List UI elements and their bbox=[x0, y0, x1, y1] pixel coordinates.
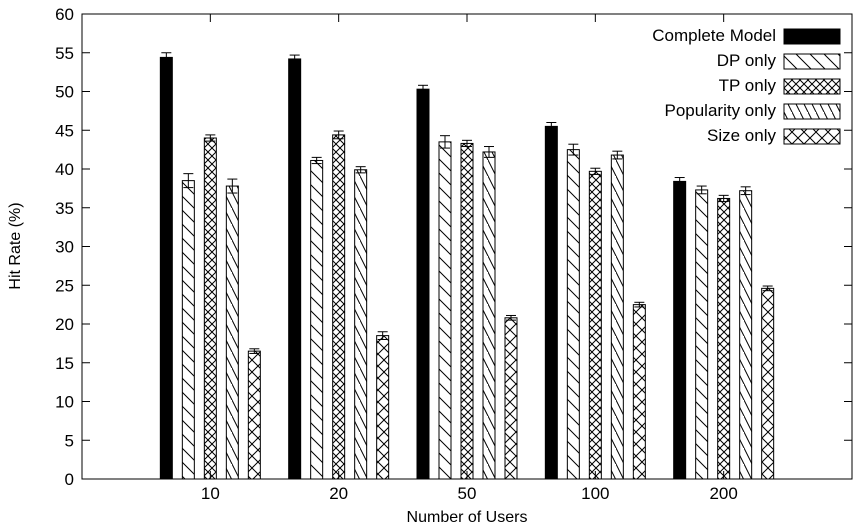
bar bbox=[610, 154, 624, 480]
x-axis: 10 20 50 100 200 bbox=[201, 14, 738, 503]
y-tick-label: 60 bbox=[55, 5, 74, 24]
x-tick-label: 10 bbox=[201, 484, 220, 503]
bar bbox=[310, 159, 324, 480]
bar bbox=[761, 287, 775, 480]
bar bbox=[438, 141, 452, 480]
y-tick-label: 35 bbox=[55, 199, 74, 218]
y-tick-label: 30 bbox=[55, 238, 74, 257]
legend-label: TP only bbox=[719, 76, 777, 95]
y-axis-label: Hit Rate (%) bbox=[7, 202, 24, 289]
bar bbox=[566, 149, 580, 480]
legend-label: Complete Model bbox=[652, 26, 776, 45]
bar bbox=[695, 189, 709, 480]
y-tick-label: 20 bbox=[55, 315, 74, 334]
bar bbox=[588, 170, 602, 480]
y-tick-label: 5 bbox=[65, 431, 74, 450]
y-tick-label: 45 bbox=[55, 121, 74, 140]
bar bbox=[460, 142, 474, 480]
y-tick-label: 0 bbox=[65, 470, 74, 489]
bar bbox=[717, 197, 731, 480]
legend-label: Popularity only bbox=[664, 101, 776, 120]
bar bbox=[416, 88, 430, 480]
legend: Complete Model DP only TP only Popularity o… bbox=[652, 26, 841, 145]
bar bbox=[376, 335, 390, 480]
bar bbox=[203, 137, 217, 480]
y-tick-label: 50 bbox=[55, 83, 74, 102]
y-tick-label: 10 bbox=[55, 393, 74, 412]
legend-swatch bbox=[783, 78, 841, 95]
x-axis-label: Number of Users bbox=[407, 509, 528, 526]
bar bbox=[739, 190, 753, 480]
bar bbox=[354, 169, 368, 480]
x-tick-label: 50 bbox=[458, 484, 477, 503]
x-tick-label: 100 bbox=[581, 484, 609, 503]
y-tick-label: 40 bbox=[55, 160, 74, 179]
x-tick-label: 20 bbox=[329, 484, 348, 503]
legend-swatch bbox=[783, 103, 841, 120]
legend-label: DP only bbox=[717, 51, 777, 70]
legend-swatch bbox=[783, 28, 841, 45]
legend-label: Size only bbox=[707, 126, 776, 145]
bar bbox=[288, 58, 302, 480]
y-tick-label: 15 bbox=[55, 354, 74, 373]
bar bbox=[332, 134, 346, 480]
bar bbox=[159, 56, 173, 480]
y-axis: 0 5 10 15 20 25 30 35 40 45 50 55 60 bbox=[55, 5, 852, 489]
bar bbox=[482, 151, 496, 480]
bar bbox=[673, 180, 687, 480]
y-tick-label: 55 bbox=[55, 44, 74, 63]
y-tick-label: 25 bbox=[55, 276, 74, 295]
bar bbox=[181, 180, 195, 480]
bar bbox=[632, 304, 646, 480]
legend-swatch bbox=[783, 53, 841, 70]
bar bbox=[247, 350, 261, 480]
bar-series-group bbox=[159, 52, 775, 480]
bar bbox=[504, 317, 518, 480]
bar bbox=[544, 125, 558, 480]
x-tick-label: 200 bbox=[709, 484, 737, 503]
legend-swatch bbox=[783, 128, 841, 145]
bar bbox=[225, 185, 239, 480]
